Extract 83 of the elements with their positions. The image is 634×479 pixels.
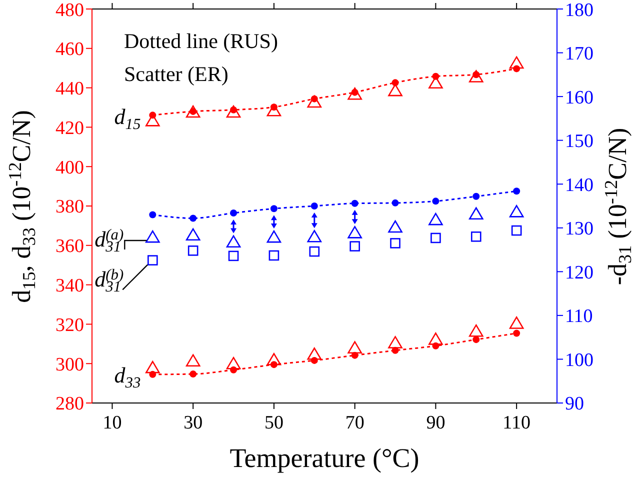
point <box>270 205 278 212</box>
series-label: d$_{15}$ <box>114 104 141 132</box>
point <box>309 246 320 257</box>
point <box>392 199 399 206</box>
x-tick-label: 70 <box>345 412 364 434</box>
x-tick-label: 90 <box>426 412 446 434</box>
point <box>470 231 482 242</box>
point <box>428 212 443 226</box>
point <box>430 232 441 244</box>
y2-tick-label: 100 <box>565 350 594 371</box>
point <box>266 353 282 366</box>
point <box>388 84 402 96</box>
point <box>350 241 360 252</box>
point <box>509 316 524 329</box>
point <box>511 225 522 236</box>
point <box>146 230 160 243</box>
point <box>509 56 524 69</box>
point <box>186 354 200 366</box>
point <box>186 228 200 241</box>
y-tick-label: 420 <box>56 118 84 139</box>
point <box>226 105 241 118</box>
point <box>307 95 322 108</box>
point <box>190 370 197 378</box>
point <box>266 230 282 243</box>
point <box>472 336 480 344</box>
y2-tick-label: 140 <box>565 174 594 196</box>
point <box>468 324 484 337</box>
y-tick-label: 320 <box>56 314 84 336</box>
y-tick-label: 280 <box>56 394 84 415</box>
point <box>388 336 402 348</box>
point <box>432 198 440 205</box>
point <box>310 202 318 210</box>
point <box>351 200 358 207</box>
point <box>266 104 282 116</box>
y2-tick-label: 180 <box>565 0 594 21</box>
point <box>513 188 520 195</box>
y2-tick-label: 150 <box>565 131 594 152</box>
point <box>188 246 198 256</box>
y-tick-label: 300 <box>56 354 84 376</box>
y2-tick-label: 90 <box>565 394 584 415</box>
y-tick-label: 460 <box>56 39 84 60</box>
x-axis-title: Temperature (°C) <box>230 443 420 473</box>
x-tick-label: 50 <box>264 412 284 434</box>
point <box>226 235 241 248</box>
point <box>513 330 520 337</box>
y2-tick-label: 130 <box>565 218 594 240</box>
y2-tick-label: 160 <box>565 87 594 108</box>
point <box>468 70 484 82</box>
annotation: Scatter (ER) <box>124 62 228 86</box>
y2-tick-label: 120 <box>565 262 594 284</box>
point <box>307 230 322 242</box>
y-tick-label: 380 <box>56 196 84 218</box>
y2-tick-label: 110 <box>565 306 593 328</box>
x-tick-label: 110 <box>502 412 530 434</box>
x-tick-label: 30 <box>184 412 203 434</box>
annotation: Dotted line (RUS) <box>124 29 278 53</box>
y-tick-label: 480 <box>56 0 84 21</box>
point <box>186 105 200 118</box>
point <box>348 226 362 238</box>
point <box>148 255 158 266</box>
y-tick-label: 360 <box>56 236 84 258</box>
series-label: d$_{33}$ <box>114 362 141 392</box>
point <box>146 360 160 374</box>
point <box>348 341 362 354</box>
point <box>348 87 362 100</box>
y2-tick-label: 170 <box>565 44 594 65</box>
x-tick-label: 10 <box>102 412 122 434</box>
point <box>190 214 197 222</box>
point <box>268 250 280 261</box>
point <box>472 192 480 200</box>
y-tick-label: 340 <box>56 276 84 297</box>
y-tick-label: 400 <box>56 157 84 178</box>
point <box>230 210 238 217</box>
point <box>149 211 156 218</box>
point <box>307 347 322 360</box>
y-tick-label: 440 <box>56 78 84 100</box>
point <box>428 332 443 345</box>
point <box>226 356 241 370</box>
point <box>388 220 402 233</box>
point <box>468 207 484 220</box>
point <box>509 205 524 218</box>
point <box>228 250 239 262</box>
point <box>390 238 400 248</box>
